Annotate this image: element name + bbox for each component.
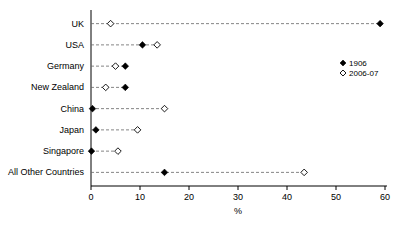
category-label: Japan: [59, 125, 84, 135]
legend-marker: [340, 70, 346, 76]
x-tick-label: 60: [380, 192, 390, 202]
chart-container: 0 10 20 30 40 50 60% UK USA Germany New Zealand Chi…: [0, 0, 397, 227]
x-axis-label: %: [234, 206, 242, 216]
x-tick: [140, 186, 141, 190]
x-tick-label: 50: [331, 192, 341, 202]
dot: [102, 84, 109, 91]
x-tick-label: 10: [135, 192, 145, 202]
dot: [301, 169, 308, 176]
legend-label: 1906: [349, 59, 367, 68]
x-tick-label: 0: [88, 192, 93, 202]
connector: [91, 172, 304, 173]
dot: [161, 169, 168, 176]
category-label: All Other Countries: [8, 167, 85, 177]
dot: [122, 84, 129, 91]
dot: [161, 105, 168, 112]
dot: [134, 127, 141, 134]
y-axis: [91, 10, 92, 186]
x-tick: [336, 186, 337, 190]
x-tick: [91, 186, 92, 190]
dot: [154, 42, 161, 49]
x-tick: [287, 186, 288, 190]
dot: [89, 105, 96, 112]
category-label: USA: [65, 40, 84, 50]
connector: [91, 108, 165, 109]
category-label: UK: [71, 19, 84, 29]
category-label: New Zealand: [31, 82, 84, 92]
dot: [139, 42, 146, 49]
x-tick-label: 40: [282, 192, 292, 202]
connector: [91, 66, 125, 67]
connector: [91, 44, 157, 45]
dot: [122, 63, 129, 70]
dot: [115, 148, 122, 155]
dot: [112, 63, 119, 70]
x-tick-label: 30: [233, 192, 243, 202]
dot: [88, 148, 95, 155]
x-tick: [385, 186, 386, 190]
connector: [91, 23, 380, 24]
chart-svg: 0 10 20 30 40 50 60% UK USA Germany New Zealand Chi…: [0, 0, 397, 227]
plot-area: [88, 20, 383, 175]
x-tick-label: 20: [184, 192, 194, 202]
category-label: Germany: [47, 61, 85, 71]
x-tick: [238, 186, 239, 190]
x-tick: [189, 186, 190, 190]
dot: [107, 20, 114, 27]
category-label: China: [60, 104, 84, 114]
legend-marker: [340, 60, 346, 66]
legend-label: 2006-07: [349, 69, 379, 78]
dot: [377, 20, 384, 27]
category-label: Singapore: [43, 146, 84, 156]
dot: [93, 127, 100, 134]
x-axis: [91, 186, 387, 187]
